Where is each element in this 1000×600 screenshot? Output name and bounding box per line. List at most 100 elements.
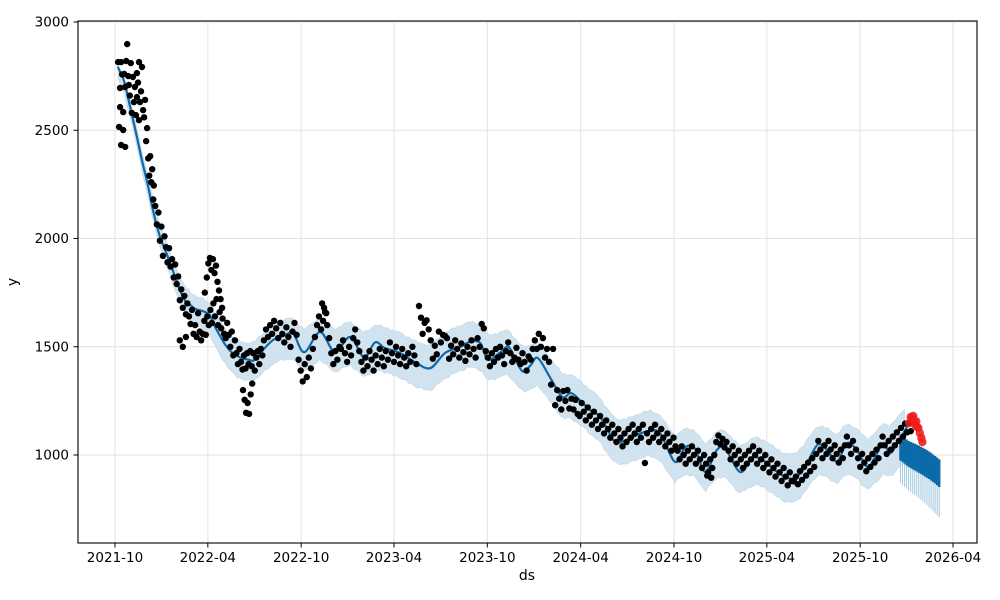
actual-point <box>821 442 828 449</box>
actual-point <box>811 463 818 471</box>
actual-point <box>133 93 141 101</box>
actual-point <box>139 106 147 114</box>
actual-point <box>150 182 157 189</box>
actual-point <box>380 363 387 370</box>
actual-point <box>464 343 471 350</box>
actual-point <box>188 306 196 314</box>
actual-point <box>688 443 696 450</box>
actual-point <box>547 381 555 388</box>
actual-point <box>829 455 836 462</box>
actual-point <box>629 421 636 428</box>
y-tick-label: 1000 <box>35 448 69 464</box>
actual-point <box>641 459 649 467</box>
actual-point <box>496 343 504 350</box>
anomaly-scatter <box>904 411 927 447</box>
actual-point <box>835 459 842 466</box>
actual-point <box>405 350 412 357</box>
actual-point <box>399 345 406 353</box>
actual-point <box>156 237 164 244</box>
actual-point <box>739 464 747 472</box>
actual-point <box>837 446 844 453</box>
actuals-scatter <box>114 40 914 489</box>
actual-point <box>343 358 351 366</box>
actual-point <box>854 455 862 462</box>
actual-point <box>217 295 224 303</box>
actual-point <box>833 450 840 458</box>
actual-point <box>564 386 571 394</box>
actual-point <box>472 354 479 361</box>
actual-point <box>149 166 156 173</box>
actual-point <box>268 330 276 337</box>
actual-point <box>417 314 425 321</box>
actual-point <box>784 482 791 489</box>
actual-point <box>823 450 830 458</box>
actual-point <box>147 153 154 160</box>
actual-point <box>521 358 528 366</box>
actual-point <box>873 446 880 453</box>
actual-point <box>605 425 612 433</box>
actual-point <box>313 321 321 329</box>
actual-point <box>535 330 542 337</box>
actual-point <box>899 433 907 440</box>
actual-point <box>590 408 598 415</box>
actual-point <box>378 354 385 361</box>
actual-point <box>731 451 738 459</box>
actual-point <box>486 363 494 370</box>
actual-point <box>527 356 534 363</box>
actual-point <box>374 360 381 368</box>
actual-point <box>251 367 258 374</box>
actual-point <box>631 430 638 437</box>
actual-point <box>743 460 751 467</box>
actual-point <box>445 355 453 362</box>
actual-point <box>804 459 812 466</box>
actual-point <box>786 469 793 476</box>
actual-point <box>273 325 280 332</box>
actual-point <box>615 425 622 433</box>
actual-point <box>429 355 436 362</box>
actual-point <box>476 343 483 350</box>
actual-point <box>295 356 302 363</box>
actual-point <box>845 442 853 449</box>
actual-point <box>619 443 626 450</box>
actual-point <box>556 395 563 402</box>
actual-point <box>155 209 162 216</box>
x-tick-label: 2026-04 <box>925 550 981 566</box>
actual-point <box>588 421 596 428</box>
actual-point <box>370 367 377 374</box>
actual-point <box>865 455 872 462</box>
actual-point <box>390 358 398 366</box>
actual-point <box>753 460 761 467</box>
actual-point <box>702 460 710 467</box>
actual-point <box>680 451 687 459</box>
actual-point <box>645 438 653 446</box>
actual-point <box>798 476 806 484</box>
actual-point <box>257 345 265 353</box>
actual-point <box>762 451 769 459</box>
x-tick-label: 2022-10 <box>273 550 329 566</box>
actual-point <box>135 58 143 66</box>
tick-labels: 2021-10 2022-04 2022-10 2023-04 2023-10 2024-… <box>35 15 982 567</box>
actual-point <box>291 319 298 327</box>
actual-point <box>537 343 545 350</box>
actual-point <box>623 438 630 446</box>
actual-point <box>126 92 133 99</box>
actual-point <box>143 124 151 132</box>
actual-point <box>142 137 150 145</box>
actual-point <box>165 245 173 252</box>
actual-point <box>201 289 208 296</box>
actual-point <box>576 412 583 420</box>
actual-point <box>452 337 459 344</box>
actual-point <box>433 351 440 358</box>
actual-point <box>825 437 832 445</box>
actual-point <box>386 339 394 346</box>
actual-point <box>772 473 779 480</box>
actual-point <box>443 334 451 342</box>
actual-point <box>339 337 347 344</box>
actual-point <box>668 447 675 454</box>
actual-point <box>684 447 691 454</box>
actual-point <box>488 350 496 357</box>
actual-point <box>382 347 389 355</box>
actual-point <box>513 344 520 351</box>
actual-point <box>299 378 306 385</box>
actual-point <box>582 417 589 424</box>
